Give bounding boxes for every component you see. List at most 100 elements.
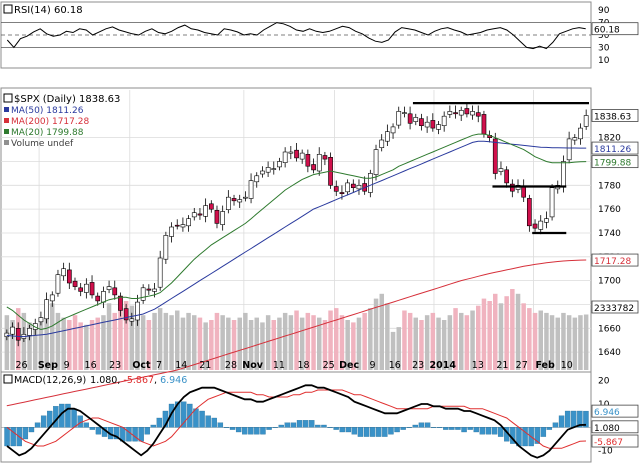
- candle: [532, 219, 538, 232]
- candle-body: [294, 149, 299, 159]
- volume-bar: [413, 317, 418, 370]
- candle-body: [549, 187, 555, 218]
- price-current-label-box: [591, 109, 639, 122]
- candle: [140, 284, 146, 304]
- macd-hist-bar: [491, 427, 498, 435]
- macd-hist-bar: [132, 427, 138, 442]
- volume-bar: [220, 315, 225, 370]
- candle: [436, 120, 441, 135]
- volume-bar: [390, 331, 396, 370]
- candle: [288, 146, 294, 160]
- candle-body: [390, 126, 396, 134]
- volume-bar: [118, 308, 123, 370]
- macd-hist-bar: [138, 427, 144, 442]
- volume-bar: [214, 312, 220, 370]
- candle-body: [583, 115, 589, 127]
- candle: [72, 277, 78, 291]
- macd-hist-bar: [284, 422, 291, 428]
- macd-hist-bar: [430, 427, 437, 428]
- candle: [248, 173, 254, 204]
- candle-body: [350, 183, 356, 189]
- candle-body: [566, 138, 572, 161]
- candle: [157, 250, 163, 291]
- candle: [265, 161, 271, 177]
- candle: [413, 113, 419, 126]
- candle-body: [197, 213, 203, 216]
- candle-body: [407, 113, 413, 124]
- candle: [15, 322, 21, 347]
- volume-bar: [430, 312, 436, 370]
- candle-body: [146, 288, 152, 291]
- candle: [356, 179, 362, 195]
- ma20-legend-label: MA(20) 1799.88: [11, 128, 84, 138]
- candle-body: [470, 111, 475, 116]
- volume-bar: [521, 303, 526, 370]
- volume-bar: [282, 312, 288, 370]
- candle: [549, 184, 555, 221]
- candle: [402, 106, 407, 118]
- candle-body: [345, 182, 351, 193]
- price-tick-label-0: 1640: [598, 348, 621, 358]
- volume-bar: [351, 322, 356, 370]
- volume-bar: [527, 308, 532, 370]
- macd-hist-bar: [534, 427, 540, 444]
- candle-body: [561, 161, 566, 187]
- volume-bar: [578, 315, 583, 370]
- candle: [237, 194, 243, 208]
- ma50-value-label-text: 1811.26: [594, 145, 631, 155]
- volume-bar: [163, 312, 169, 370]
- candle: [84, 278, 89, 299]
- macd-hist-bar: [10, 427, 16, 447]
- volume-bar: [476, 305, 481, 370]
- candle: [203, 198, 209, 223]
- candle-body: [458, 110, 464, 116]
- candle: [129, 312, 135, 326]
- candle-body: [89, 282, 95, 296]
- rsi-tick-label-0: 90: [598, 6, 610, 16]
- candle: [106, 280, 112, 294]
- macd-hist-bar: [223, 427, 230, 428]
- candle: [390, 123, 396, 139]
- volume-bar: [515, 293, 521, 370]
- macd-hist-bar: [400, 427, 406, 430]
- candle-body: [356, 185, 362, 190]
- volume-bar: [407, 312, 413, 370]
- candle-body: [288, 151, 294, 154]
- rsi-tick-label-3: 30: [598, 43, 610, 53]
- volume-bar: [106, 303, 112, 370]
- candle-body: [38, 317, 44, 323]
- volume-bar: [271, 320, 276, 370]
- macd-hist-bar: [418, 422, 425, 428]
- candle: [27, 324, 32, 341]
- candle-body: [4, 332, 10, 338]
- candle-body: [237, 199, 243, 203]
- ma50-value-label: 1811.26: [591, 141, 639, 155]
- volume-bar: [197, 317, 203, 370]
- candle-body: [118, 295, 123, 311]
- volume-value-label: 2333782: [591, 300, 639, 314]
- candle: [61, 262, 66, 281]
- volume-bar: [95, 317, 100, 370]
- candle: [282, 147, 288, 168]
- macd-hist-bar: [376, 427, 382, 437]
- candle: [345, 179, 351, 196]
- macd-hist-bar: [4, 427, 10, 447]
- macd-hist-bar: [34, 422, 41, 428]
- macd-hist-bar: [28, 427, 35, 433]
- macd-hist-bar: [394, 427, 400, 433]
- candle: [55, 269, 61, 297]
- volume-bar: [186, 312, 191, 370]
- macd-layer: [4, 384, 589, 459]
- volume-bar: [549, 315, 555, 370]
- macd-hist-bar: [272, 427, 278, 428]
- candle-body: [180, 224, 186, 228]
- macd-hist-bar: [479, 427, 486, 435]
- macd-value-label-box: [591, 420, 639, 434]
- volume-bar: [248, 320, 254, 370]
- macd-hist-bar: [114, 427, 120, 440]
- x-tick-label-15: 9: [370, 360, 376, 371]
- volume-bar: [339, 315, 345, 370]
- candle-body: [191, 212, 197, 218]
- volume-bar: [135, 310, 140, 370]
- ma200-swatch-icon: [4, 118, 9, 123]
